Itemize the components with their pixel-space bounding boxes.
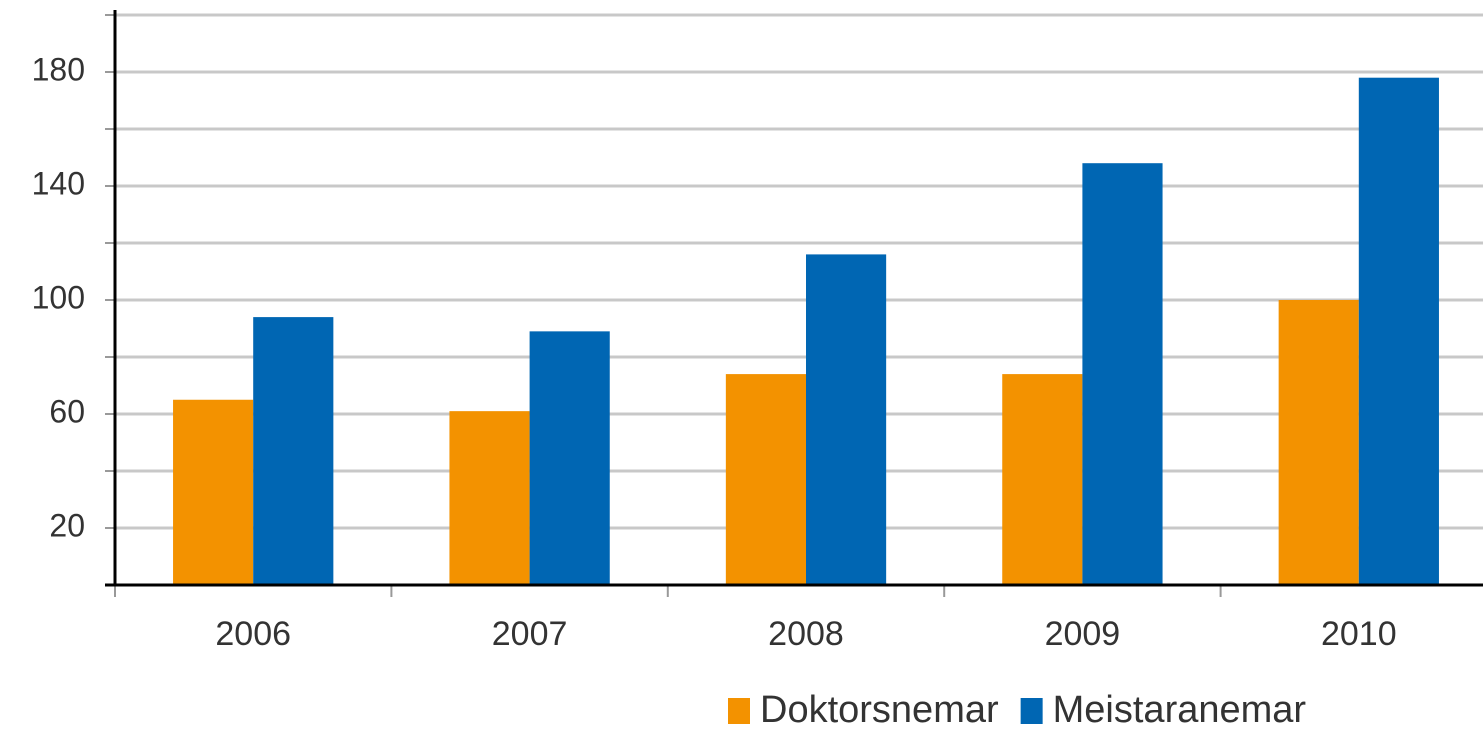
y-tick-label: 20 xyxy=(49,507,85,543)
bar xyxy=(806,254,887,585)
y-tick-label: 100 xyxy=(32,279,85,315)
bar xyxy=(529,331,610,585)
legend-label: Meistaranemar xyxy=(1053,689,1307,730)
bar xyxy=(253,317,334,585)
y-tick-label: 180 xyxy=(32,51,85,87)
legend-swatch xyxy=(728,698,750,724)
bar xyxy=(449,411,530,585)
y-tick-label: 60 xyxy=(49,393,85,429)
bar xyxy=(1002,374,1083,585)
bar xyxy=(1082,163,1163,585)
bar xyxy=(173,399,254,585)
bar xyxy=(1278,300,1359,585)
x-tick-label: 2008 xyxy=(768,615,844,653)
x-tick-label: 2009 xyxy=(1045,615,1121,653)
y-tick-label: 140 xyxy=(32,165,85,201)
bar xyxy=(1358,77,1439,585)
x-tick-label: 2010 xyxy=(1321,615,1397,653)
bar xyxy=(725,374,806,585)
x-tick-label: 2006 xyxy=(215,615,291,653)
x-tick-label: 2007 xyxy=(492,615,568,653)
legend-label: Doktorsnemar xyxy=(760,689,999,730)
legend-swatch xyxy=(1020,698,1043,724)
